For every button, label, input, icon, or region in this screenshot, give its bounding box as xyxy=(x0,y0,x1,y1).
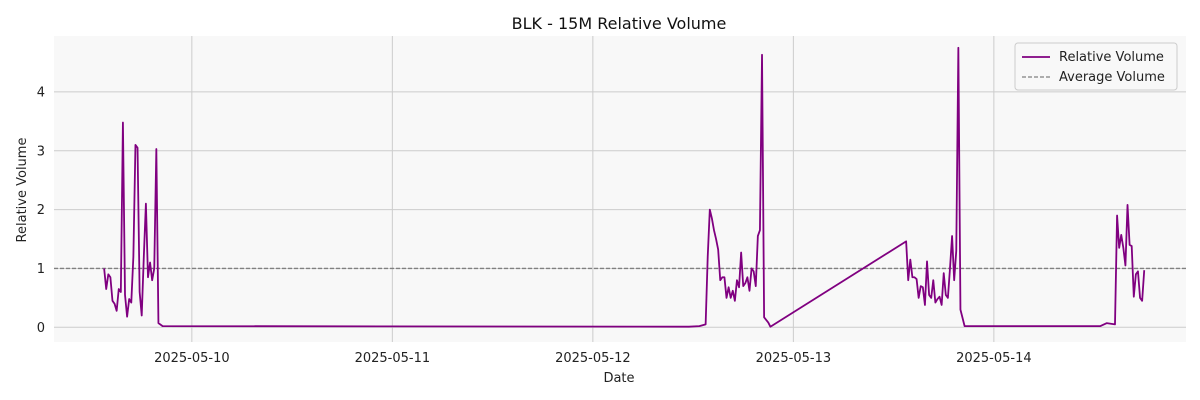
x-tick-label: 2025-05-14 xyxy=(956,351,1032,366)
x-axis-label: Date xyxy=(603,371,634,386)
x-tick-label: 2025-05-10 xyxy=(154,351,230,366)
y-tick-label: 3 xyxy=(37,144,45,159)
plot-area xyxy=(54,36,1186,342)
x-tick-labels: 2025-05-10 2025-05-11 2025-05-12 2025-05-13… xyxy=(154,351,1032,366)
x-tick-label: 2025-05-12 xyxy=(555,351,631,366)
y-tick-labels: 0 1 2 3 4 xyxy=(37,85,45,335)
y-tick-label: 1 xyxy=(37,262,45,277)
legend-relative-volume-label: Relative Volume xyxy=(1059,50,1164,65)
legend: Relative Volume Average Volume xyxy=(1014,42,1178,91)
x-tick-label: 2025-05-11 xyxy=(355,351,431,366)
legend-average-volume-label: Average Volume xyxy=(1059,70,1165,85)
y-tick-label: 2 xyxy=(37,203,45,218)
y-axis-label: Relative Volume xyxy=(15,138,30,243)
x-tick-label: 2025-05-13 xyxy=(756,351,832,366)
x-gridlines xyxy=(191,36,995,342)
y-tick-label: 4 xyxy=(37,85,45,100)
legend-box xyxy=(1014,42,1178,91)
y-tick-label: 0 xyxy=(37,321,45,336)
chart-title: BLK - 15M Relative Volume xyxy=(512,14,727,33)
relative-volume-line xyxy=(103,46,1146,328)
